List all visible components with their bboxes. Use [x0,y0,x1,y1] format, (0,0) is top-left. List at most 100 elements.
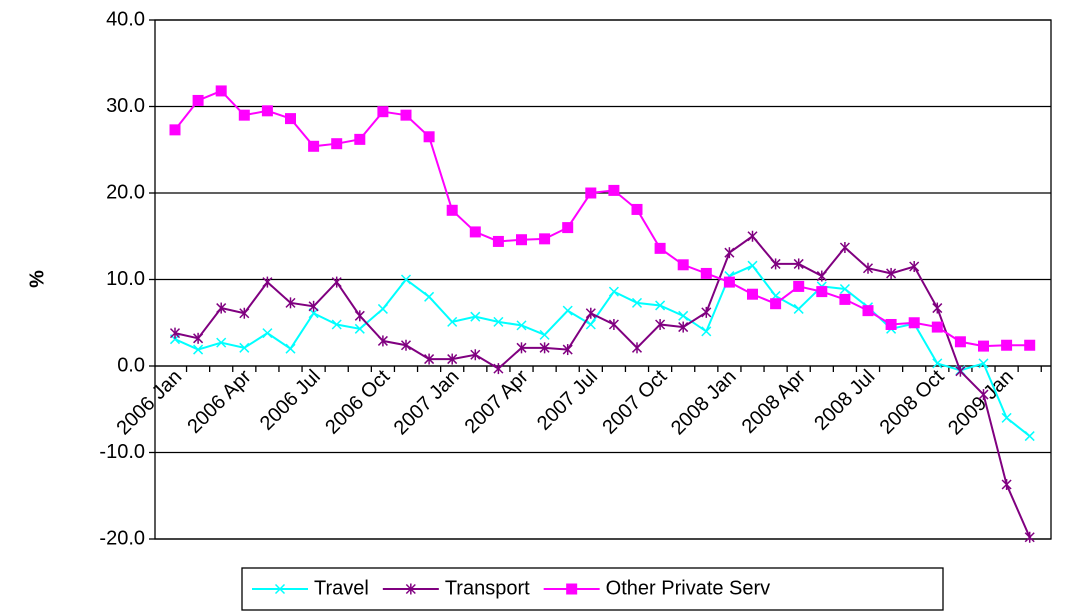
point [261,105,273,117]
point [446,204,458,216]
point [770,298,782,310]
x-tick-label: 2008 Jul [810,366,879,435]
point [285,297,296,309]
point [608,184,620,196]
point [978,358,989,369]
point [405,583,416,595]
point [655,300,666,311]
point [932,358,943,369]
point [354,133,366,145]
marker-stroke [1001,412,1012,423]
marker-stroke [655,300,666,311]
point [215,85,227,97]
point [724,247,735,259]
point [354,323,365,334]
point [216,302,227,314]
marker-stroke [608,286,619,297]
x-tick-label: 2007 Jul [533,366,602,435]
point [655,318,666,330]
point [539,329,550,340]
point [678,310,689,321]
marker-stroke [839,283,850,295]
marker-stroke [493,316,504,327]
point [400,109,412,121]
point [562,344,573,356]
legend-label: Transport [445,577,530,599]
point [701,306,712,318]
marker-stroke [447,316,458,327]
point [377,303,388,314]
point [954,336,966,348]
plot-border [154,19,1052,540]
point [978,389,989,401]
point [331,319,342,330]
point [885,318,897,330]
point [1024,339,1036,351]
x-tick-label: 2006 Apr [183,365,255,437]
marker-stroke [285,343,296,354]
point [862,262,874,274]
point [908,317,920,329]
point [700,267,712,279]
point [631,342,643,354]
x-tick-label: 2008 Oct [876,365,949,438]
marker-stroke [377,303,388,314]
point [1024,531,1035,543]
x-tick-label: 2009 Jan [944,366,1018,440]
marker-stroke [701,326,712,337]
point [400,274,412,285]
marker-stroke [239,342,250,353]
point [585,307,596,319]
point [516,234,527,246]
marker-stroke [516,320,527,331]
marker-stroke [1024,431,1035,442]
point [493,363,504,375]
point [470,311,481,322]
x-tick-label: 2006 Oct [321,365,394,438]
point [493,316,504,327]
y-tick-label: 40.0 [106,8,145,30]
point [262,328,273,339]
point [839,293,851,305]
point [169,124,181,136]
point [424,353,435,365]
point [931,321,943,333]
marker-stroke [193,344,204,355]
point [238,109,250,121]
point [539,342,550,354]
point [678,321,689,333]
point [447,353,458,365]
point [816,286,828,298]
marker-stroke [331,319,342,330]
point [770,258,781,270]
legend-label: Travel [314,577,369,599]
point [723,276,735,288]
point [331,276,342,288]
point [239,342,250,353]
point [447,316,458,327]
marker-stroke [274,583,286,595]
x-tick-label: 2007 Apr [461,365,533,437]
point [193,344,204,355]
point [932,302,943,314]
point [516,320,527,331]
point [193,332,204,344]
point [1024,431,1035,442]
y-tick-label: -20.0 [99,527,145,549]
point [608,318,619,330]
point [400,339,412,351]
point [886,267,897,279]
y-axis-label: % [26,270,48,288]
point [216,337,227,348]
point [909,261,920,273]
point [470,349,481,361]
marker-stroke [978,358,989,369]
point [562,222,574,234]
marker-stroke [678,310,689,321]
point [308,300,319,312]
x-tick-label: 2006 Jan [113,366,187,440]
marker-stroke [216,337,227,348]
point [192,94,204,106]
point [608,286,619,297]
point [585,187,597,199]
